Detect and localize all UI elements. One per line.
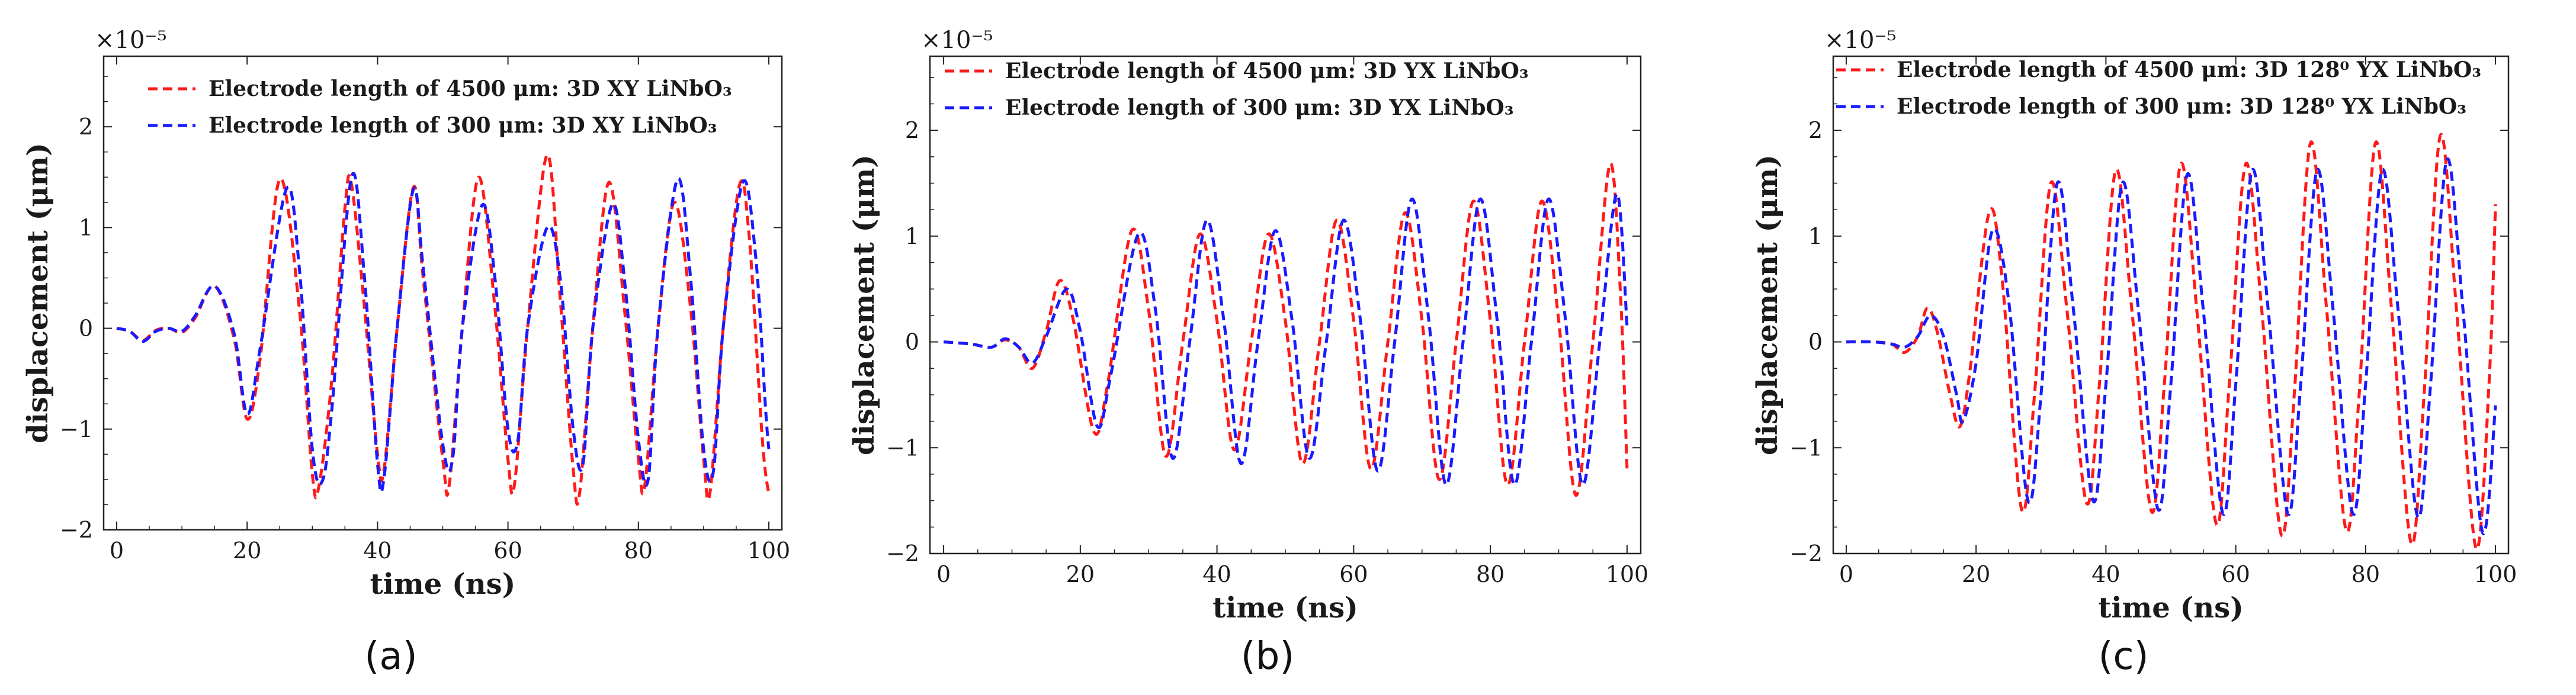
x-tick-label: 80 — [624, 538, 653, 564]
x-axis-label: time (ns) — [2098, 591, 2244, 625]
x-tick-label: 80 — [1476, 561, 1504, 587]
x-tick-label: 80 — [2352, 561, 2380, 587]
x-tick-label: 20 — [1066, 561, 1095, 587]
panel-caption: (a) — [364, 635, 417, 678]
y-tick-label: 0 — [905, 329, 919, 355]
y-tick-label: 1 — [79, 214, 93, 240]
y-tick-label: −1 — [60, 416, 93, 442]
chart-a-svg: 0 20 40 60 80 100 −2 −1 0 1 2 ×10⁻⁵ time (ns) displac… — [21, 27, 791, 678]
chart-c-svg: 0 20 40 60 80 100 −2 −1 0 1 2 ×10⁻⁵ time (ns) displac… — [1751, 27, 2517, 678]
x-tick-label: 0 — [1839, 561, 1853, 587]
legend-entry: Electrode length of 4500 μm: 3D YX LiNbO… — [1005, 59, 1529, 83]
series-line-blue — [116, 172, 771, 494]
x-tick-label: 60 — [2221, 561, 2250, 587]
x-tick-label: 0 — [110, 538, 124, 564]
x-tick-label: 100 — [2474, 561, 2517, 587]
y-axis-label: displacement (μm) — [21, 143, 54, 443]
y-tick-label: 0 — [79, 316, 93, 342]
y-exponent-label: ×10⁻⁵ — [95, 27, 167, 54]
y-tick-label: 2 — [79, 114, 93, 140]
x-tick-label: 60 — [1339, 561, 1368, 587]
y-tick-label: 2 — [905, 117, 919, 143]
chart-panel-b: 0 20 40 60 80 100 −2 −1 0 1 2 ×10⁻⁵ time (ns) displac… — [841, 0, 1715, 695]
x-tick-label: 20 — [233, 538, 261, 564]
legend-entry: Electrode length of 4500 μm: 3D XY LiNbO… — [208, 76, 732, 101]
legend-entry: Electrode length of 300 μm: 3D YX LiNbO₃ — [1005, 95, 1514, 120]
y-exponent-label: ×10⁻⁵ — [921, 27, 993, 54]
y-tick-label: −1 — [1789, 435, 1823, 461]
y-tick-label: −1 — [886, 435, 919, 461]
y-tick-label: 2 — [1808, 117, 1823, 143]
legend-entry: Electrode length of 4500 μm: 3D 128⁰ YX … — [1897, 57, 2481, 82]
panel-caption: (b) — [1241, 635, 1295, 678]
y-tick-label: 0 — [1808, 329, 1823, 355]
x-tick-label: 0 — [936, 561, 951, 587]
y-tick-label: −2 — [60, 517, 93, 543]
series-line-blue — [1846, 157, 2497, 536]
x-tick-label: 100 — [1606, 561, 1649, 587]
x-axis-label: time (ns) — [370, 568, 516, 601]
x-tick-label: 40 — [363, 538, 392, 564]
x-tick-label: 100 — [748, 538, 791, 564]
panel-caption: (c) — [2098, 635, 2148, 678]
x-tick-label: 20 — [1962, 561, 1990, 587]
y-axis-label: displacement (μm) — [848, 155, 881, 455]
y-exponent-label: ×10⁻⁵ — [1824, 27, 1897, 54]
chart-panel-a: 0 20 40 60 80 100 −2 −1 0 1 2 ×10⁻⁵ time (ns) displac… — [0, 0, 841, 695]
legend-entry: Electrode length of 300 μm: 3D XY LiNbO₃ — [208, 113, 717, 138]
y-axis-label: displacement (μm) — [1751, 155, 1784, 455]
legend-entry: Electrode length of 300 μm: 3D 128⁰ YX L… — [1897, 94, 2466, 119]
y-tick-label: −2 — [886, 540, 919, 567]
chart-panel-c: 0 20 40 60 80 100 −2 −1 0 1 2 ×10⁻⁵ time (ns) displac… — [1715, 0, 2576, 695]
x-tick-label: 40 — [2091, 561, 2120, 587]
series-line-red — [116, 153, 771, 506]
series-line-blue — [943, 192, 1629, 487]
x-tick-label: 60 — [493, 538, 522, 564]
series-line-red — [1846, 133, 2497, 551]
chart-b-svg: 0 20 40 60 80 100 −2 −1 0 1 2 ×10⁻⁵ time (ns) displac… — [848, 27, 1649, 678]
y-tick-label: 1 — [1808, 223, 1823, 249]
x-tick-label: 40 — [1202, 561, 1231, 587]
y-tick-label: 1 — [905, 223, 919, 249]
series-line-red — [943, 162, 1629, 497]
x-axis-label: time (ns) — [1212, 591, 1358, 625]
y-tick-label: −2 — [1789, 540, 1823, 567]
